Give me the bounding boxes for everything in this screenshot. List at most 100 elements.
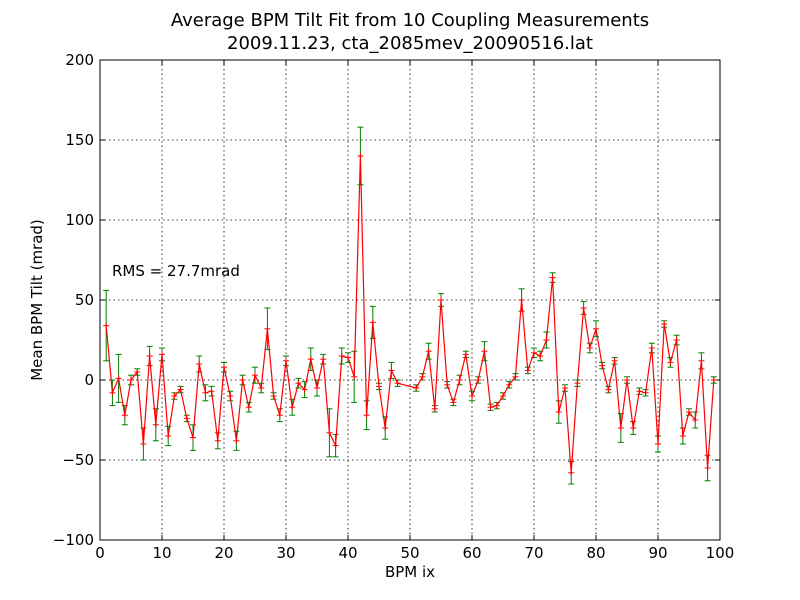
data-point	[326, 429, 333, 436]
data-point	[438, 297, 444, 303]
data-point	[276, 412, 283, 419]
data-point	[617, 425, 624, 431]
x-tick-label: 40	[338, 544, 357, 562]
data-point	[580, 305, 587, 311]
data-point	[121, 412, 128, 419]
y-tick-label: 50	[75, 291, 94, 309]
point-markers	[103, 153, 717, 476]
plot-frame	[99, 59, 721, 541]
data-point	[295, 380, 302, 387]
data-point	[704, 465, 711, 471]
x-tick-label: 30	[276, 544, 295, 562]
data-point	[624, 377, 630, 383]
data-point	[301, 386, 308, 393]
data-point	[264, 325, 271, 332]
data-point	[493, 402, 500, 409]
chart-title: Average BPM Tilt Fit from 10 Coupling Me…	[171, 10, 649, 31]
x-tick-label: 100	[706, 544, 735, 562]
data-point	[208, 388, 215, 395]
data-point	[338, 353, 345, 359]
data-point	[252, 372, 258, 379]
data-point	[642, 389, 649, 396]
x-tick-label: 80	[586, 544, 605, 562]
y-tick-label: −100	[53, 531, 94, 549]
data-point	[636, 388, 643, 395]
x-tick-label: 90	[648, 544, 667, 562]
data-point	[128, 377, 134, 383]
data-point	[512, 373, 519, 380]
data-point	[562, 385, 568, 391]
data-point	[202, 389, 209, 396]
data-point	[655, 441, 661, 447]
data-point	[531, 349, 537, 356]
data-point	[469, 393, 475, 399]
y-tick-label: 0	[84, 371, 94, 389]
data-point	[413, 385, 420, 391]
data-point	[115, 375, 122, 382]
data-point	[307, 356, 314, 363]
data-point	[376, 383, 382, 390]
grid	[100, 60, 720, 540]
data-point	[431, 405, 438, 412]
data-point	[258, 385, 265, 391]
data-point	[568, 469, 575, 476]
data-point	[363, 412, 370, 419]
data-point	[630, 425, 637, 431]
data-point	[605, 386, 612, 393]
data-point	[159, 351, 165, 358]
data-point	[456, 377, 463, 383]
data-point	[239, 377, 246, 383]
data-point	[283, 357, 289, 364]
data-point	[481, 348, 488, 355]
data-point	[698, 357, 705, 364]
data-point	[555, 409, 562, 415]
y-tick-label: 150	[65, 131, 94, 149]
data-point	[425, 348, 432, 355]
data-point	[196, 361, 203, 367]
data-point	[314, 385, 320, 391]
y-axis-label: Mean BPM Tilt (mrad)	[28, 219, 46, 381]
data-point	[611, 357, 618, 364]
data-point	[345, 354, 351, 361]
data-point	[227, 393, 234, 399]
data-point	[487, 404, 494, 411]
x-tick-label: 50	[400, 544, 419, 562]
data-point	[586, 345, 593, 351]
data-point	[537, 353, 544, 359]
data-point	[214, 437, 221, 444]
data-point	[506, 381, 513, 388]
data-point	[320, 356, 327, 363]
y-tick-label: 100	[65, 211, 94, 229]
data-point	[543, 337, 550, 343]
data-point	[518, 297, 525, 303]
data-point	[357, 153, 364, 159]
data-point	[190, 434, 196, 441]
rms-annotation: RMS = 27.7mrad	[112, 262, 240, 280]
data-point	[382, 425, 389, 431]
data-point	[165, 433, 172, 439]
data-point	[450, 399, 457, 406]
x-tick-label: 0	[95, 544, 105, 562]
data-point	[289, 404, 296, 411]
data-point	[475, 377, 482, 383]
data-point	[171, 393, 178, 399]
data-point	[332, 442, 339, 449]
data-point	[394, 380, 401, 387]
data-point	[103, 322, 110, 329]
data-point	[710, 377, 717, 383]
data-point	[462, 351, 469, 358]
data-point	[109, 389, 116, 396]
data-point	[221, 364, 227, 371]
data-point	[270, 393, 277, 399]
data-point	[667, 359, 674, 366]
data-point	[692, 417, 699, 423]
x-tick-label: 70	[524, 544, 543, 562]
data-point	[369, 319, 376, 326]
x-tick-label: 60	[462, 544, 481, 562]
data-point	[524, 367, 531, 374]
data-point	[419, 373, 426, 380]
data-point	[661, 321, 668, 327]
x-axis-label: BPM ix	[385, 563, 435, 581]
data-point	[444, 381, 451, 388]
